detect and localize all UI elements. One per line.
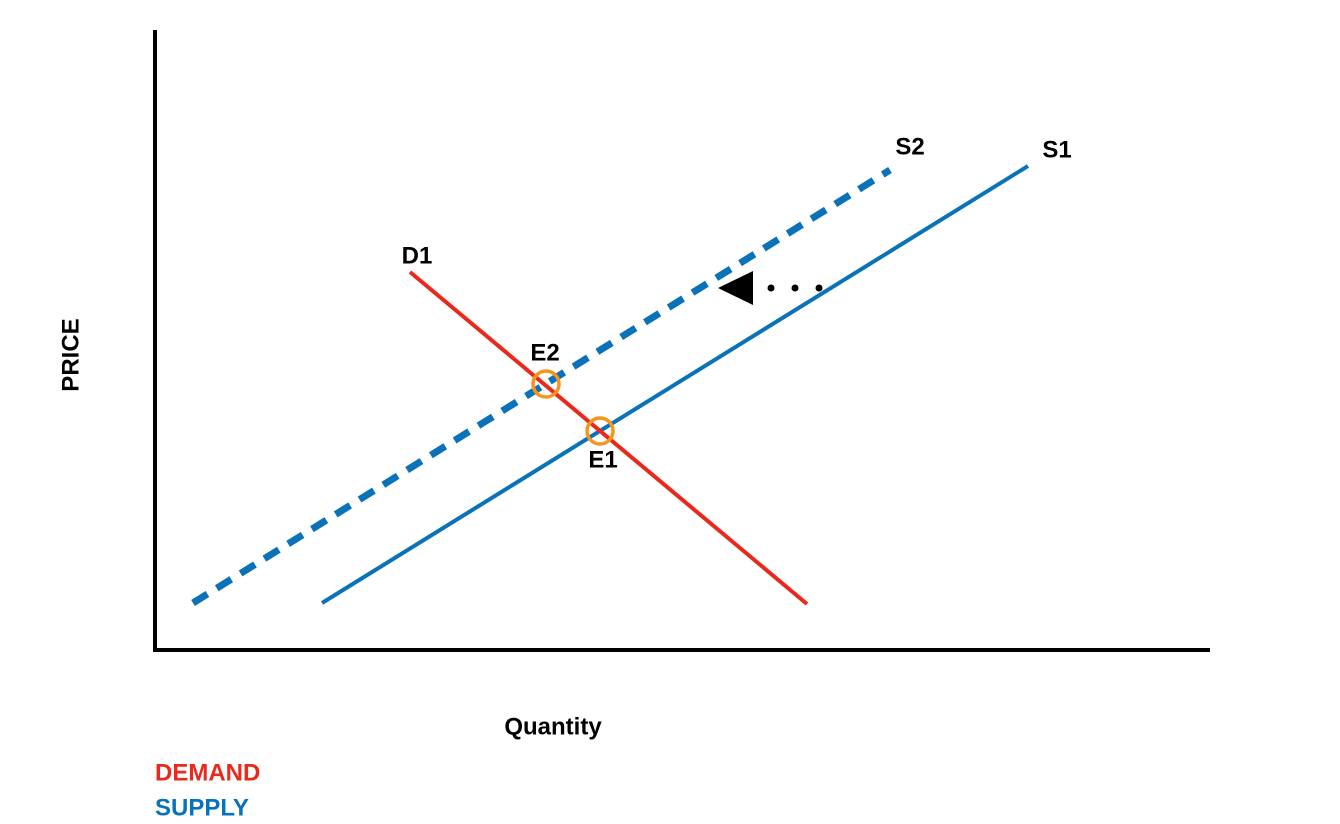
curve-label: S2 (895, 133, 924, 160)
point-label: E2 (530, 339, 559, 366)
curve-label: D1 (402, 242, 433, 269)
shift-dot (791, 284, 799, 292)
y-axis-label: PRICE (57, 318, 84, 391)
shift-dot (815, 284, 823, 292)
supply-curve-s2 (191, 167, 892, 606)
curve-label: S1 (1042, 136, 1071, 163)
equilibrium-marker (531, 369, 561, 399)
shift-arrow (718, 271, 753, 305)
legend-supply: SUPPLY (155, 794, 249, 821)
legend-demand: DEMAND (155, 759, 260, 786)
shift-dot (767, 284, 775, 292)
x-axis-label: Quantity (504, 713, 602, 740)
point-label: E1 (588, 446, 617, 473)
equilibrium-marker (585, 416, 615, 446)
demand-curve-d1 (408, 270, 809, 606)
supply-curve-s1 (320, 164, 1030, 605)
